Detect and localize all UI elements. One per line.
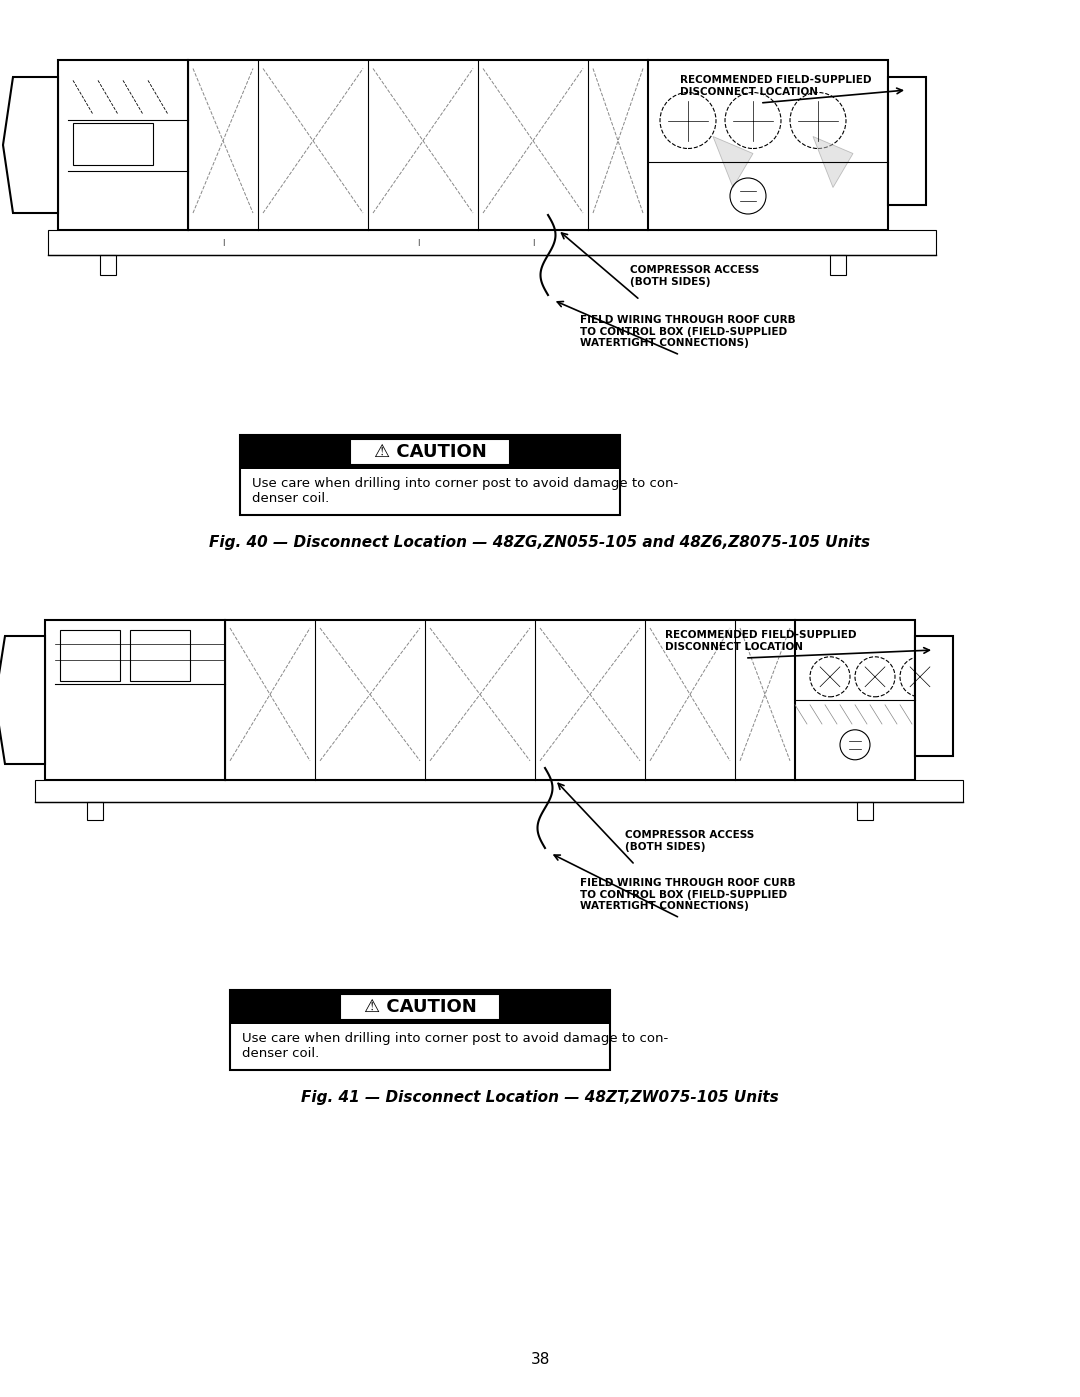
Bar [35,780,963,802]
Text: Fig. 41 — Disconnect Location — 48ZT,ZW075-105 Units: Fig. 41 — Disconnect Location — 48ZT,ZW0… [301,1090,779,1105]
Bar [340,995,500,1020]
Text: ⚠ CAUTION: ⚠ CAUTION [364,997,476,1016]
Text: |: | [221,239,225,246]
Bar [888,77,926,204]
Text: |: | [531,239,535,246]
Text: FIELD WIRING THROUGH ROOF CURB
TO CONTROL BOX (FIELD-SUPPLIED
WATERTIGHT CONNECT: FIELD WIRING THROUGH ROOF CURB TO CONTRO… [580,877,796,911]
Bar [230,990,610,1070]
Bar [48,231,936,256]
Text: ⚠ CAUTION: ⚠ CAUTION [374,443,486,461]
Bar [45,620,915,780]
Bar [60,630,120,680]
Text: |: | [417,239,419,246]
Bar [73,123,153,165]
Text: 38: 38 [530,1352,550,1368]
Bar [915,636,953,756]
Text: RECOMMENDED FIELD-SUPPLIED
DISCONNECT LOCATION: RECOMMENDED FIELD-SUPPLIED DISCONNECT LO… [665,630,856,651]
Text: COMPRESSOR ACCESS
(BOTH SIDES): COMPRESSOR ACCESS (BOTH SIDES) [630,265,759,286]
Bar [130,630,190,680]
Bar [87,802,103,820]
Bar [230,990,610,1024]
Bar [240,434,620,468]
Text: Fig. 40 — Disconnect Location — 48ZG,ZN055-105 and 48Z6,Z8075-105 Units: Fig. 40 — Disconnect Location — 48ZG,ZN0… [210,535,870,550]
Bar [831,256,846,275]
Text: Use care when drilling into corner post to avoid damage to con-
denser coil.: Use care when drilling into corner post … [252,476,678,504]
Bar [350,439,510,465]
Bar [858,802,873,820]
Polygon shape [3,77,58,212]
Text: RECOMMENDED FIELD-SUPPLIED
DISCONNECT LOCATION: RECOMMENDED FIELD-SUPPLIED DISCONNECT LO… [680,75,872,96]
Bar [58,60,888,231]
Polygon shape [813,137,853,187]
Bar [240,434,620,515]
Text: FIELD WIRING THROUGH ROOF CURB
TO CONTROL BOX (FIELD-SUPPLIED
WATERTIGHT CONNECT: FIELD WIRING THROUGH ROOF CURB TO CONTRO… [580,314,796,348]
Text: COMPRESSOR ACCESS
(BOTH SIDES): COMPRESSOR ACCESS (BOTH SIDES) [625,830,754,852]
Bar [100,256,116,275]
Text: Use care when drilling into corner post to avoid damage to con-
denser coil.: Use care when drilling into corner post … [242,1031,669,1059]
Polygon shape [713,137,753,187]
Polygon shape [0,636,45,764]
